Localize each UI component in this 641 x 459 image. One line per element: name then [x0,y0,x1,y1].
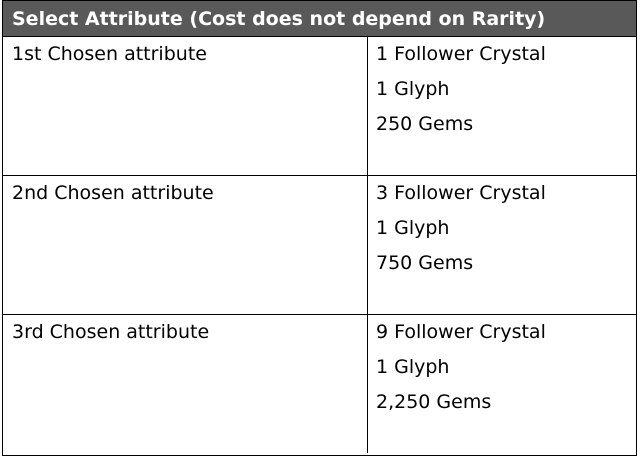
cost-cell: 1 Follower Crystal 1 Glyph 250 Gems [368,37,636,175]
cost-cell: 3 Follower Crystal 1 Glyph 750 Gems [368,176,636,314]
attribute-label: 3rd Chosen attribute [3,315,368,453]
cost-item: 2,250 Gems [376,391,492,413]
cost-item: 750 Gems [376,252,474,274]
table-body: 1st Chosen attribute 1 Follower Crystal 1 … [3,37,636,453]
cost-cell: 9 Follower Crystal 1 Glyph 2,250 Gems [368,315,636,453]
cost-item: 250 Gems [376,113,474,135]
cost-item: 1 Glyph [376,217,450,239]
table-row: 3rd Chosen attribute 9 Follower Crystal 1 … [3,315,636,453]
cost-item: 1 Follower Crystal [376,43,546,65]
cost-item: 1 Glyph [376,356,450,378]
table-row: 1st Chosen attribute 1 Follower Crystal 1 … [3,37,636,176]
table-title: Select Attribute (Cost does not depend o… [3,1,636,37]
table-row: 2nd Chosen attribute 3 Follower Crystal 1 … [3,176,636,315]
cost-item: 9 Follower Crystal [376,321,546,343]
attribute-label: 1st Chosen attribute [3,37,368,175]
attribute-label: 2nd Chosen attribute [3,176,368,314]
cost-item: 1 Glyph [376,78,450,100]
cost-item: 3 Follower Crystal [376,182,546,204]
